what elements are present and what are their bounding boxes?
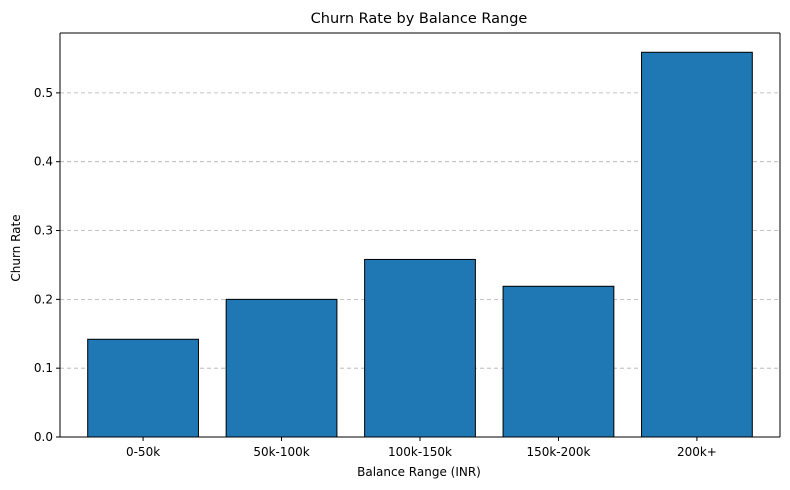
- x-tick-label: 50k-100k: [253, 445, 309, 459]
- y-axis-label: Churn Rate: [9, 214, 23, 281]
- y-axis-ticks: 0.0 0.1 0.2 0.3 0.4 0.5: [34, 86, 60, 444]
- bar-150k-200k: [502, 285, 615, 438]
- x-tick-label: 0-50k: [126, 445, 160, 459]
- bar-100k-150k: [364, 258, 476, 438]
- y-tick-label: 0.4: [34, 155, 53, 169]
- bar-50k-100k: [225, 298, 338, 438]
- x-axis-ticks: 0-50k 50k-100k 100k-150k 150k-200k 200k+: [126, 437, 717, 459]
- y-tick-label: 0.3: [34, 224, 53, 238]
- bar-series: [87, 51, 753, 438]
- y-tick-label: 0.0: [34, 430, 53, 444]
- x-tick-label: 100k-150k: [388, 445, 452, 459]
- x-axis-label: Balance Range (INR): [357, 465, 481, 479]
- bar-0-50k: [87, 338, 199, 438]
- x-tick-label: 200k+: [677, 445, 717, 459]
- y-tick-label: 0.5: [34, 86, 53, 100]
- bar-200k+: [641, 51, 753, 438]
- chart-title: Churn Rate by Balance Range: [311, 11, 528, 27]
- y-tick-label: 0.2: [34, 292, 53, 306]
- x-tick-label: 150k-200k: [526, 445, 590, 459]
- y-tick-label: 0.1: [34, 361, 53, 375]
